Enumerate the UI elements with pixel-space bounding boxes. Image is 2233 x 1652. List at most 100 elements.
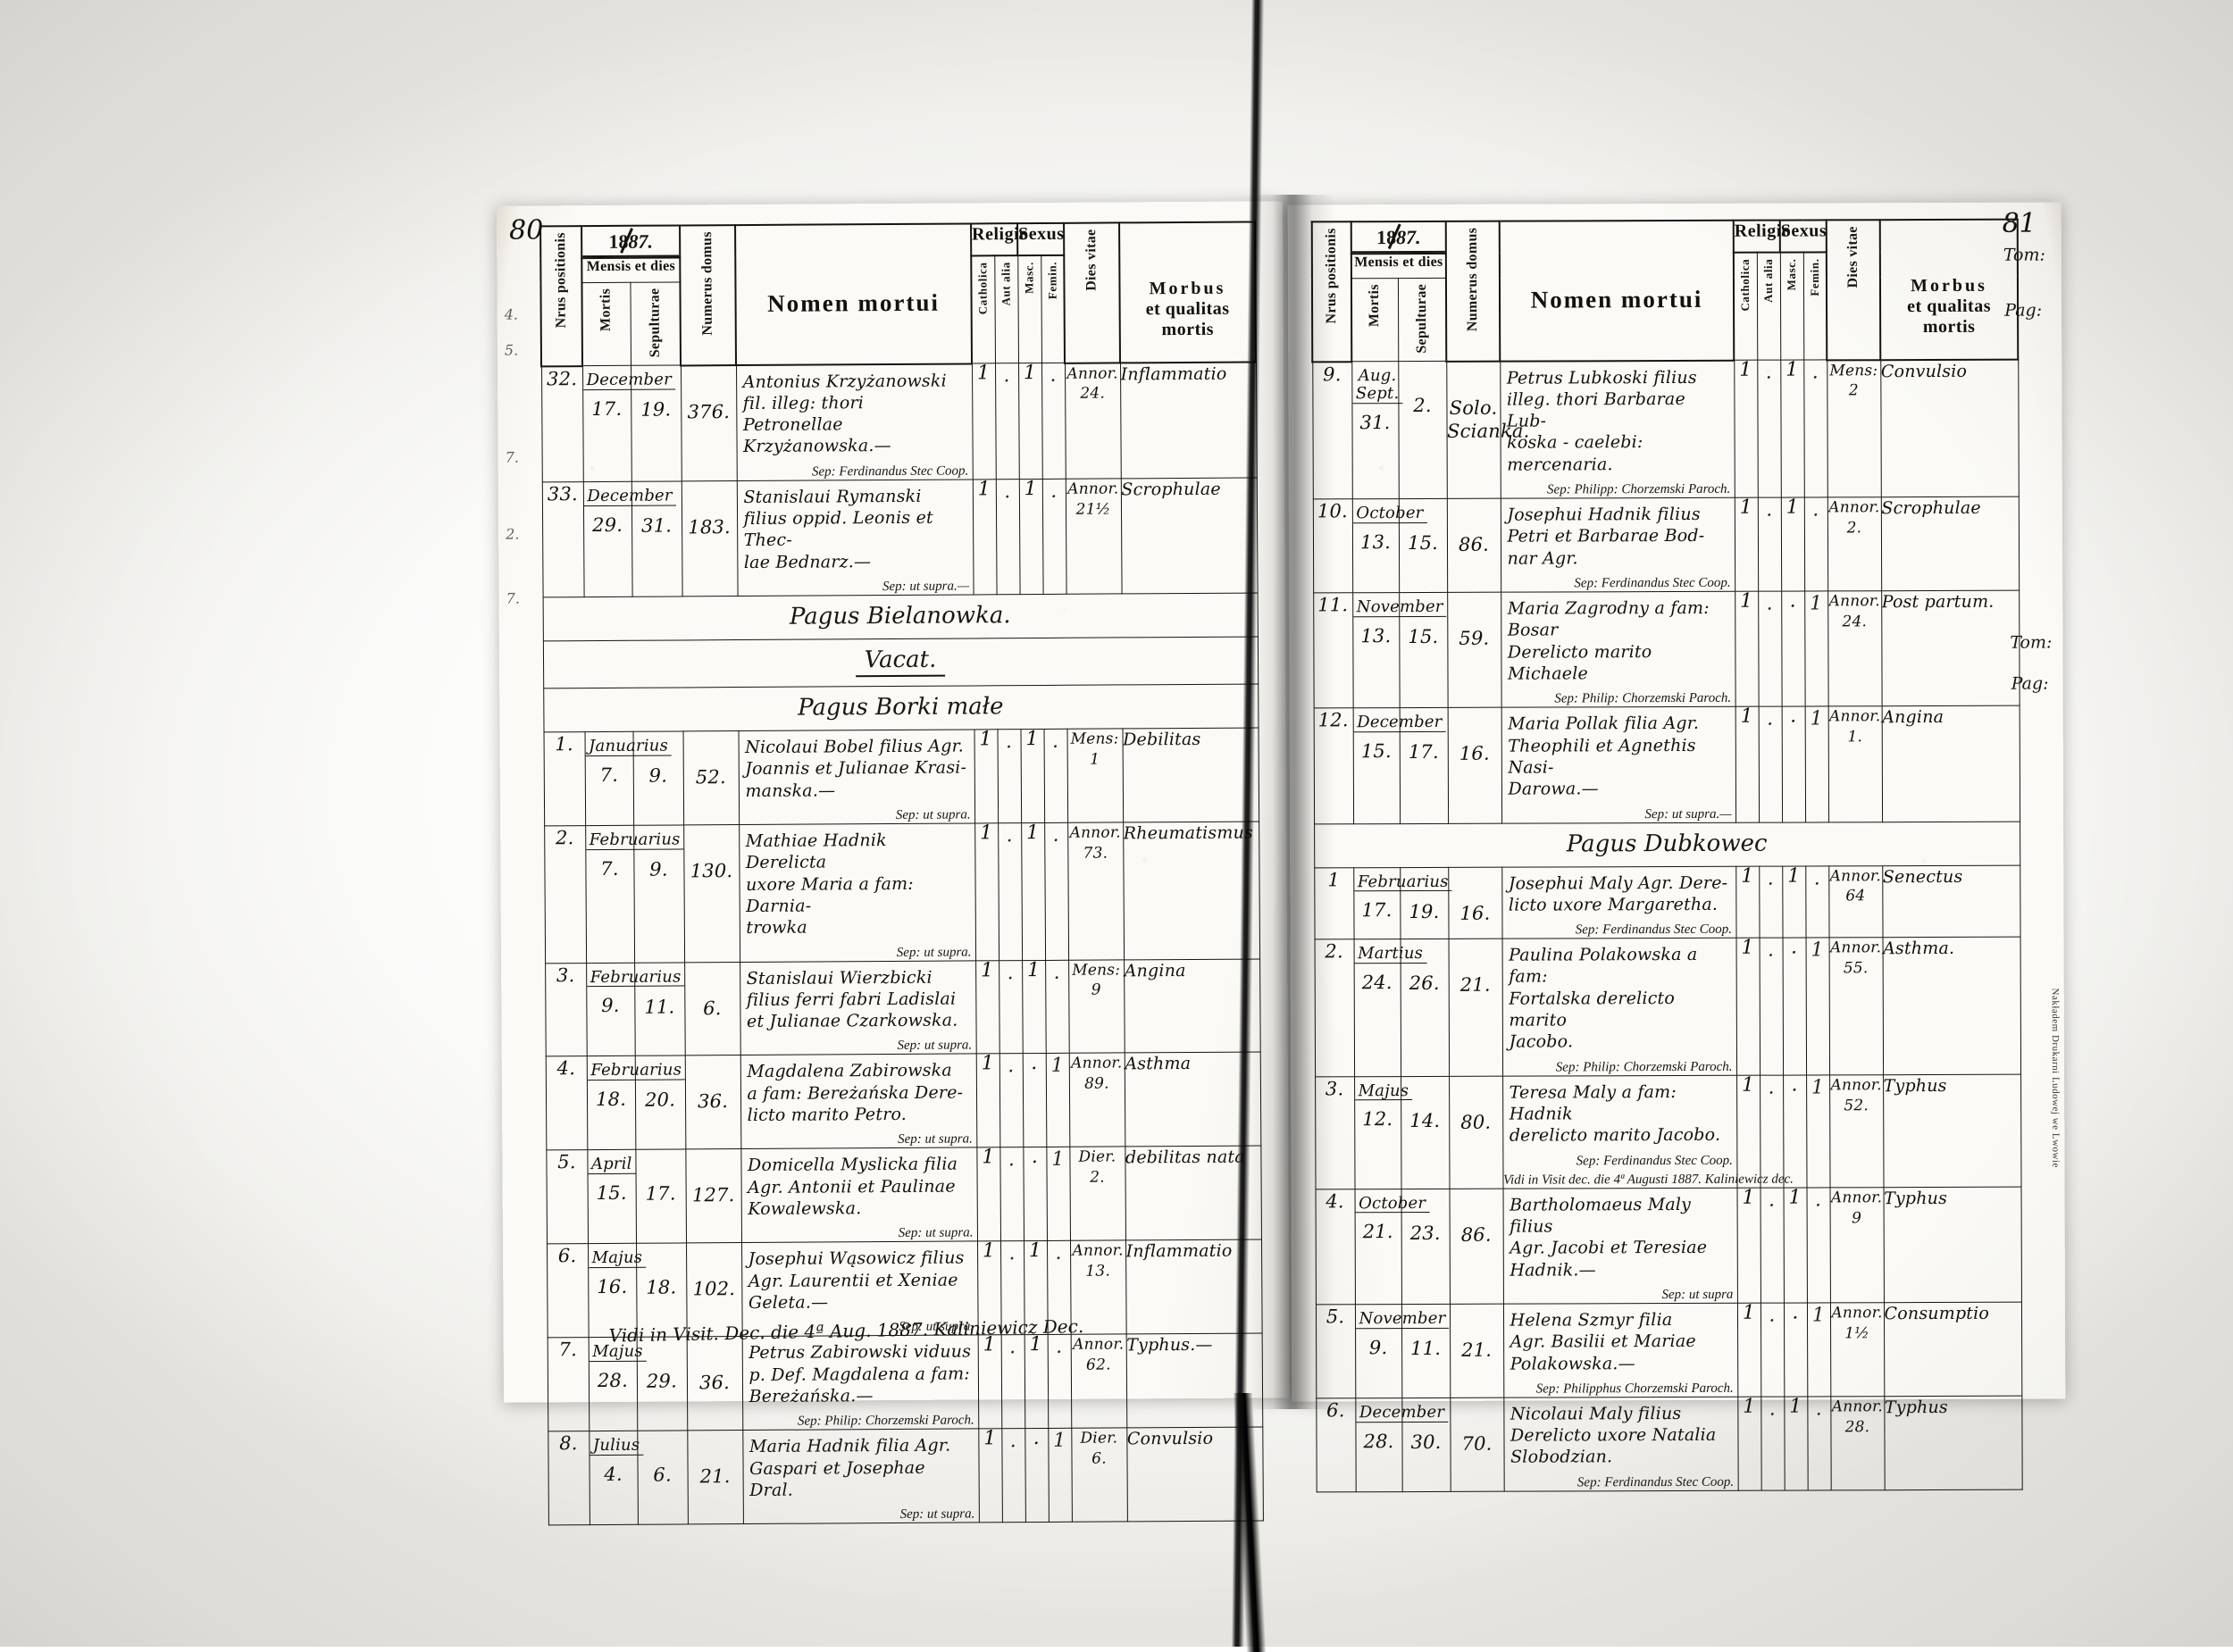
name-line: illeg. thori Barbarae Lub- [1506,388,1685,431]
cell-femin: . [1805,865,1829,939]
name-line: Nicolaui Maly filius [1510,1403,1682,1424]
table-row: 8. Julius 4. 6. 21. Maria Hadnik filia Agr. Ga… [548,1427,1263,1525]
sepultus-note: Sep: ut supra [1661,1287,1734,1302]
th-mensis-et-dies: Mensis et dies [581,257,681,283]
printer-mark: Nakładem Drukarni Ludowej we Lwowie [2049,988,2062,1168]
cell-nrus: 1 [1314,867,1354,940]
name-line: Mathiae Hadnik Derelicta [745,830,887,873]
cell-nomen-mortui: Mathiae Hadnik Derelicta uxore Maria a fa… [739,822,976,963]
age-value: 89. [1084,1074,1109,1094]
age-value: 2. [1846,519,1862,538]
deceased-name: Paulina Polakowska a fam: Fortalska derel… [1502,939,1735,1056]
cell-numerus-domus: 183. [681,480,738,597]
cell-aut-alia: . [1760,1187,1784,1304]
age-unit: Mens: [1072,960,1121,980]
deceased-name: Josephui Wąsowicz filius Agr. Laurentii e… [742,1242,978,1318]
cell-masc: . [1023,1146,1048,1241]
cell-numerus-domus: 16. [1448,866,1502,939]
sepultus-note: Sep: Ferdinandus Stec Coop. [1576,1474,1735,1490]
name-line: Paulina Polakowska a fam: [1509,945,1698,988]
cell-aut-alia: . [1759,938,1784,1075]
cell-morbus: Asthma. [1882,937,2021,1075]
age-unit: Annor. [1066,363,1118,383]
house-number: 130. [690,860,733,882]
sepultus-note: Sep: Philipphus Chorzemski Paroch. [1535,1381,1734,1397]
age-unit: Annor. [1071,1054,1123,1073]
cell-catholica: 1 [977,1334,1002,1430]
name-line: Stanislaui Rymanski [743,486,922,507]
name-line: Fortalska derelicto marito [1509,988,1676,1030]
cell-femin: . [1044,822,1069,960]
house-number: 86. [1458,533,1490,555]
name-line: Hadnik.— [1510,1259,1596,1281]
cell-catholica: 1 [1736,1186,1760,1304]
cell-catholica: 1 [1735,705,1760,822]
name-line: Josephui Maly Agr. Dere- [1508,872,1728,894]
cell-numerus-domus: 21. [687,1430,743,1525]
cell-morbus: Convulsio [1880,359,2019,497]
cell-sepulturae: 14. [1401,1076,1450,1189]
table-row: 32. December 17. 19. 376. Antonius Krzyżanows… [541,362,1257,482]
cell-femin: 1 [1045,1053,1070,1147]
deceased-name: Bartholomaeus Maly filius Agr. Jacobi et … [1503,1188,1736,1284]
cell-nrus: 6. [547,1243,589,1339]
section-heading-row: Pagus Dubkowec [1314,821,2020,868]
name-line: Derelicto uxore Natalia [1510,1424,1717,1446]
cell-nrus: 9. [1312,361,1352,499]
th-sexus: Sexus [1017,222,1065,256]
age-value: 21½ [1075,500,1111,519]
cell-nomen-mortui: Josephui Maly Agr. Dere-licto uxore Marg… [1501,865,1736,939]
name-line: uxore Maria a fam: Darnia- [745,873,914,916]
cell-morbus: Scrophulae [1880,496,2020,591]
deceased-name: Helena Szmyr filia Agr. Basilii et Mariae… [1503,1304,1736,1379]
house-number: 80. [1460,1111,1492,1133]
cell-masc: 1 [1018,478,1043,595]
cell-mortis: Februarius 7. [585,825,684,964]
cell-mortis: November 13. [1352,592,1447,709]
cell-dies-vitae: Dier. 2. [1069,1147,1126,1241]
day-mortis: 15. [596,1182,627,1205]
cell-numerus-domus: 36. [686,1336,743,1431]
cell-nomen-mortui: Nicolaui Bobel filius Agr. Joannis et Jul… [738,729,975,825]
cell-dies-vitae: Annor. 52. [1829,1074,1884,1188]
cell-dies-vitae: Annor. 9 [1829,1187,1884,1303]
cell-dies-vitae: Mens: 1 [1066,728,1124,823]
cell-nrus: 11. [1313,592,1353,709]
name-line: koska - caelebi: mercenaria. [1507,432,1643,475]
cell-masc: 1 [1780,496,1805,592]
year-handwritten: 87. [628,229,653,253]
left-edge-mark-2: 5. [504,341,519,359]
day-sepulturae: 23. [1409,1222,1441,1244]
day-sepulturae: 15. [1408,625,1439,648]
month-label: April [587,1154,636,1175]
cell-nomen-mortui: Bartholomaeus Maly filius Agr. Jacobi et … [1502,1187,1737,1305]
cell-sepulturae: 15. [1399,592,1448,708]
table-row: 33. December 29. 31. 183. Stanislaui Rymanski… [541,477,1258,597]
register-table-right: Nrus positionis 1887. Numerus domus Nome… [1311,219,2023,1493]
cell-aut-alia: . [1760,1396,1785,1490]
cell-dies-vitae: Annor. 55. [1828,937,1884,1075]
deceased-name: Stanislaui Rymanski filius oppid. Leonis … [737,480,973,577]
age-unit: Annor. [1073,1335,1125,1355]
cell-nrus: 4. [1315,1189,1355,1305]
cell-catholica: 1 [974,822,999,961]
age-unit: Annor. [1828,592,1880,611]
th-religio: Religio [971,223,1029,256]
cell-sepulturae: 23. [1401,1189,1450,1305]
cell-morbus: Inflammatio [1119,362,1257,479]
sepultus-note: Sep: ut supra.— [882,579,970,595]
cell-aut-alia: . [995,363,1019,480]
cell-masc: . [1782,937,1807,1075]
month-label: Julius [589,1434,644,1456]
cell-mortis: Julius 4. [589,1431,644,1525]
cell-sepulturae: 31. [631,480,682,597]
cell-femin: . [1803,359,1827,498]
left-edge-mark-1: 4. [504,305,518,323]
name-line: Maria Hadnik filia Agr. [749,1435,951,1457]
th-numerus-domus-r: Numerus domus [1445,221,1501,362]
house-number: 21. [1461,1339,1493,1361]
visitation-inline-note: Vidi in Visit dec. die 4ª Augusti 1887. … [1502,1172,1794,1188]
day-sepulturae: 11. [1410,1337,1442,1359]
cell-mortis: Februarius 9. [586,962,685,1057]
th-masc-r: Masc. [1779,252,1804,361]
